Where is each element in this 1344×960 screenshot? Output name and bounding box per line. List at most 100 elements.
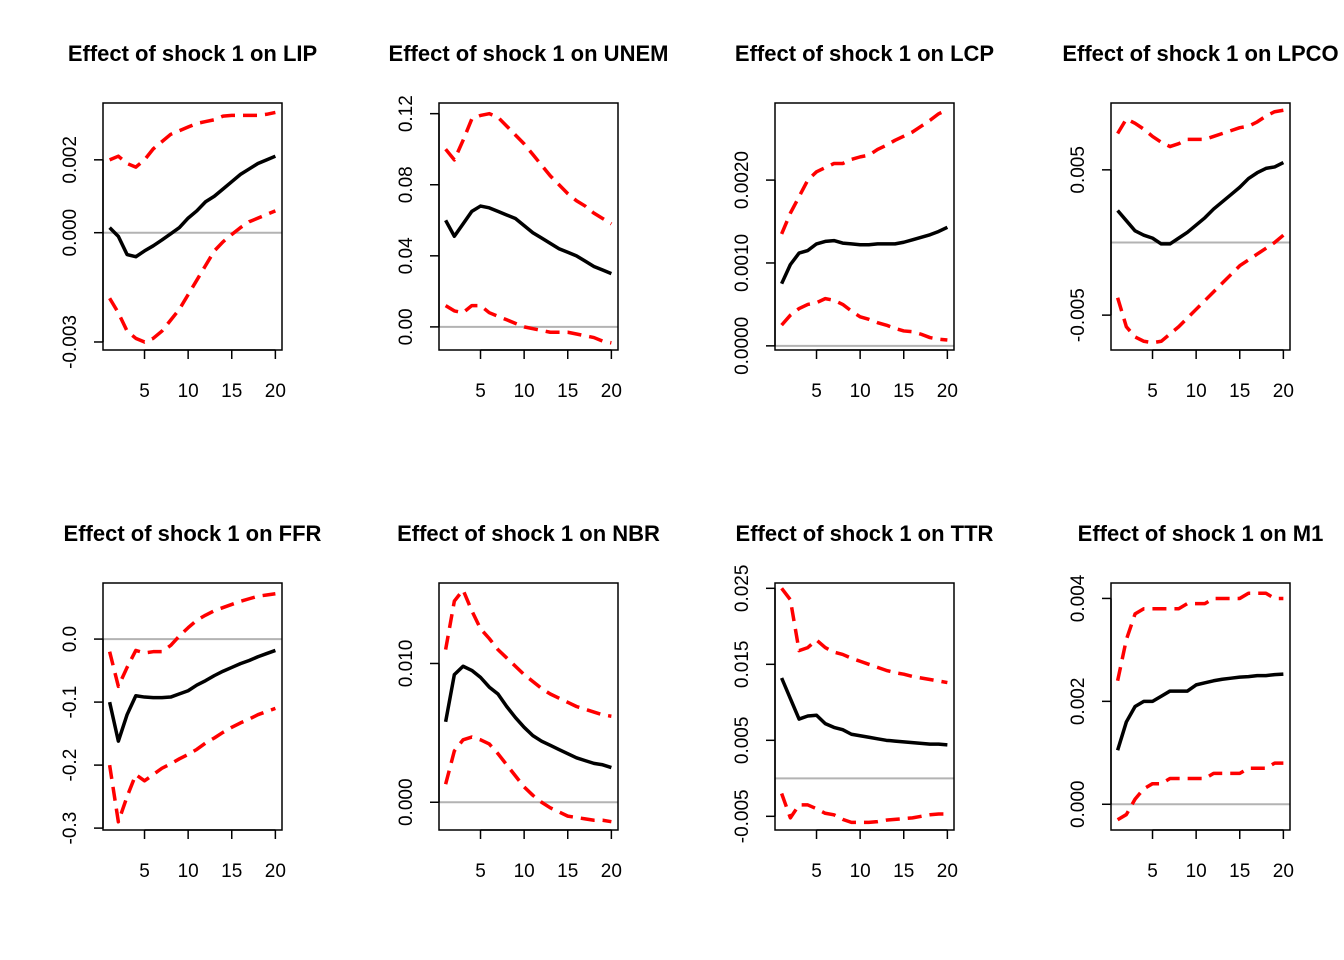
x-tick-label: 15 [893,861,914,882]
band-line [780,108,949,235]
panel-title: Effect of shock 1 on LCP [735,41,994,66]
y-tick-label: -0.1 [60,686,81,719]
x-tick-label: 10 [514,861,535,882]
x-tick-label: 5 [475,381,486,402]
y-tick-label: 0.0000 [732,317,753,375]
plot-box [438,102,619,351]
band-line [107,591,276,689]
x-tick-label: 5 [139,861,150,882]
y-tick-label: 0.08 [396,166,417,203]
y-tick-label: 0.0020 [732,151,753,209]
x-tick-label: 20 [601,381,622,402]
band-line [444,111,613,226]
panel-title: Effect of shock 1 on LPCO [1062,41,1338,66]
panel-title: Effect of shock 1 on FFR [64,521,322,546]
panel-title: Effect of shock 1 on UNEM [389,41,669,66]
x-tick-label: 20 [265,381,286,402]
y-tick-label: 0.015 [732,641,753,689]
panel: Effect of shock 1 on FFR 5 10 15 20 -0.3 -0.2 -… [60,521,322,882]
x-tick-label: 5 [139,381,150,402]
band-line [443,588,612,718]
x-tick-label: 5 [1147,381,1158,402]
panel-title: Effect of shock 1 on M1 [1078,521,1324,546]
y-tick-label: 0.010 [396,640,417,688]
response-line [1116,161,1285,246]
x-tick-label: 20 [937,381,958,402]
x-tick-label: 10 [1186,861,1207,882]
band-line [1115,591,1284,682]
response-line [780,677,948,747]
panel-title: Effect of shock 1 on LIP [68,41,317,66]
band-line [107,706,276,824]
x-tick-label: 20 [265,861,286,882]
x-tick-label: 20 [937,861,958,882]
x-tick-label: 15 [221,381,242,402]
panel: Effect of shock 1 on UNEM 5 10 15 20 0.00 0.04… [389,41,669,402]
y-tick-label: 0.005 [732,717,753,765]
plot-box [102,102,283,351]
x-tick-label: 20 [1273,861,1294,882]
panel: Effect of shock 1 on LIP 5 10 15 20 -0.003 0.0… [60,41,317,402]
plot-box [774,102,955,351]
y-tick-label: 0.000 [60,209,81,257]
x-tick-label: 5 [811,381,822,402]
band-line [779,792,948,825]
panel-title: Effect of shock 1 on NBR [397,521,660,546]
panel: Effect of shock 1 on NBR 5 10 15 20 0.000 0.01… [396,521,660,882]
y-tick-label: -0.005 [732,789,753,843]
response-line [780,225,949,285]
x-tick-label: 20 [1273,381,1294,402]
panel-title: Effect of shock 1 on TTR [736,521,994,546]
response-line [443,664,612,770]
x-tick-label: 10 [1186,381,1207,402]
y-tick-label: 0.000 [1068,780,1089,828]
y-tick-label: -0.3 [60,812,81,845]
y-tick-label: 0.0010 [732,234,753,292]
panel: Effect of shock 1 on M1 5 10 15 20 0.000 0.002… [1068,521,1323,882]
y-tick-label: 0.04 [396,237,417,274]
y-tick-label: 0.002 [60,136,81,184]
x-tick-label: 10 [514,381,535,402]
response-line [107,648,276,743]
panel: Effect of shock 1 on LCP 5 10 15 20 0.0000 0.0… [732,41,994,402]
x-tick-label: 15 [1229,861,1250,882]
y-tick-label: 0.12 [396,95,417,132]
x-tick-label: 10 [178,861,199,882]
x-tick-label: 15 [1229,381,1250,402]
x-tick-label: 5 [1147,861,1158,882]
y-tick-label: 0.00 [396,308,417,345]
y-tick-label: 0.0 [60,626,81,652]
band-line [444,303,612,345]
band-line [1116,761,1284,822]
y-tick-label: 0.025 [732,565,753,613]
x-tick-label: 10 [850,861,871,882]
x-tick-label: 15 [557,381,578,402]
band-line [108,209,277,344]
y-tick-label: 0.002 [1068,678,1089,726]
response-line [444,204,613,276]
band-line [1115,233,1285,345]
x-tick-label: 15 [221,861,242,882]
x-tick-label: 15 [557,861,578,882]
panel: Effect of shock 1 on TTR 5 10 15 20 -0.005 0.0… [732,521,994,882]
y-tick-label: -0.2 [60,749,81,782]
x-tick-label: 10 [178,381,199,402]
band-line [780,296,948,342]
y-tick-label: -0.005 [1068,288,1089,342]
x-tick-label: 20 [601,861,622,882]
panel: Effect of shock 1 on LPCO 5 10 15 20 -0.005 0.… [1062,41,1338,402]
band-line [108,110,276,169]
band-line [1116,108,1284,149]
x-tick-label: 5 [811,861,822,882]
y-tick-label: 0.000 [396,778,417,826]
band-line [443,735,612,824]
y-tick-label: -0.003 [60,315,81,369]
x-tick-label: 5 [475,861,486,882]
band-line [780,587,948,685]
x-tick-label: 15 [893,381,914,402]
response-line [108,154,277,259]
x-tick-label: 10 [850,381,871,402]
y-tick-label: 0.005 [1068,146,1089,194]
y-tick-label: 0.004 [1068,574,1089,622]
